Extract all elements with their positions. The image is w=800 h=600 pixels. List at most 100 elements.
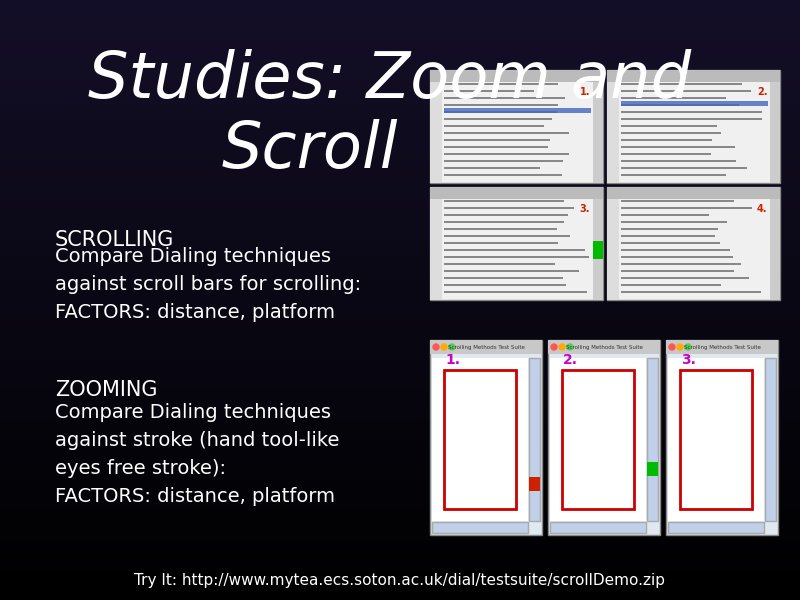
Bar — [621, 206, 751, 209]
Bar — [0, 463, 800, 464]
Bar — [0, 363, 800, 364]
Bar — [0, 303, 800, 304]
Bar — [0, 115, 800, 116]
Bar — [0, 584, 800, 585]
Bar — [0, 401, 800, 402]
Bar — [621, 124, 717, 127]
Bar — [0, 338, 800, 339]
Bar — [0, 49, 800, 50]
Bar — [0, 133, 800, 134]
Bar — [0, 525, 800, 526]
Bar — [0, 433, 800, 434]
Bar — [0, 11, 800, 12]
Bar — [0, 156, 800, 157]
Bar — [621, 145, 735, 148]
Bar — [0, 510, 800, 511]
Bar — [0, 241, 800, 242]
Bar — [0, 174, 800, 175]
Bar — [593, 199, 603, 300]
Bar — [0, 297, 800, 298]
Bar — [0, 490, 800, 491]
Bar — [0, 526, 800, 527]
Bar — [0, 333, 800, 334]
Bar — [0, 142, 800, 143]
Bar — [444, 290, 586, 293]
Bar — [0, 402, 800, 403]
Bar — [0, 499, 800, 500]
Bar — [0, 488, 800, 489]
Bar — [0, 374, 800, 375]
Bar — [765, 358, 776, 521]
Bar — [0, 201, 800, 202]
Bar — [0, 278, 800, 279]
Bar — [0, 98, 800, 99]
Bar — [0, 356, 800, 357]
Bar — [0, 45, 800, 46]
Bar — [770, 82, 780, 183]
Bar — [0, 503, 800, 504]
Bar — [444, 235, 570, 237]
Bar — [0, 124, 800, 125]
Bar — [0, 530, 800, 531]
Bar — [0, 25, 800, 26]
Bar — [666, 340, 778, 535]
Bar — [621, 263, 741, 265]
Bar — [0, 455, 800, 456]
Bar — [0, 468, 800, 469]
Bar — [0, 139, 800, 140]
Bar — [444, 173, 562, 176]
Bar — [0, 15, 800, 16]
Bar — [607, 187, 780, 300]
Bar — [0, 449, 800, 450]
Text: 1.: 1. — [580, 87, 590, 97]
Text: Scrolling Methods Test Suite: Scrolling Methods Test Suite — [447, 344, 525, 349]
Bar — [0, 373, 800, 374]
Bar — [0, 360, 800, 361]
Bar — [0, 73, 800, 74]
Bar — [0, 423, 800, 424]
Bar — [0, 66, 800, 67]
Bar — [0, 466, 800, 467]
Bar — [0, 435, 800, 436]
Bar — [0, 285, 800, 286]
Bar — [0, 372, 800, 373]
Bar — [0, 200, 800, 201]
Bar — [0, 318, 800, 319]
Bar — [0, 400, 800, 401]
Bar — [0, 209, 800, 210]
Bar — [0, 314, 800, 315]
Bar — [0, 454, 800, 455]
Bar — [444, 89, 534, 92]
Bar — [0, 501, 800, 502]
Bar — [0, 343, 800, 344]
Bar — [0, 221, 800, 222]
Bar — [0, 409, 800, 410]
Bar — [0, 301, 800, 302]
Circle shape — [449, 344, 455, 350]
Bar — [0, 549, 800, 550]
Bar — [0, 377, 800, 378]
Bar — [0, 447, 800, 448]
Bar — [0, 407, 800, 408]
Bar — [0, 417, 800, 418]
Bar — [0, 288, 800, 289]
Bar — [0, 362, 800, 363]
Bar — [0, 217, 800, 218]
Bar — [0, 512, 800, 513]
Bar — [0, 71, 800, 72]
Bar — [621, 283, 722, 286]
Bar — [621, 89, 751, 92]
Bar — [0, 462, 800, 463]
Bar — [0, 18, 800, 19]
Bar — [0, 3, 800, 4]
Bar — [0, 555, 800, 556]
Bar — [0, 256, 800, 257]
Bar — [0, 37, 800, 38]
Bar — [0, 294, 800, 295]
Bar — [0, 183, 800, 184]
Bar — [0, 213, 800, 214]
Bar — [0, 347, 800, 348]
Bar — [0, 353, 800, 354]
Bar — [0, 511, 800, 512]
Bar — [607, 199, 619, 300]
